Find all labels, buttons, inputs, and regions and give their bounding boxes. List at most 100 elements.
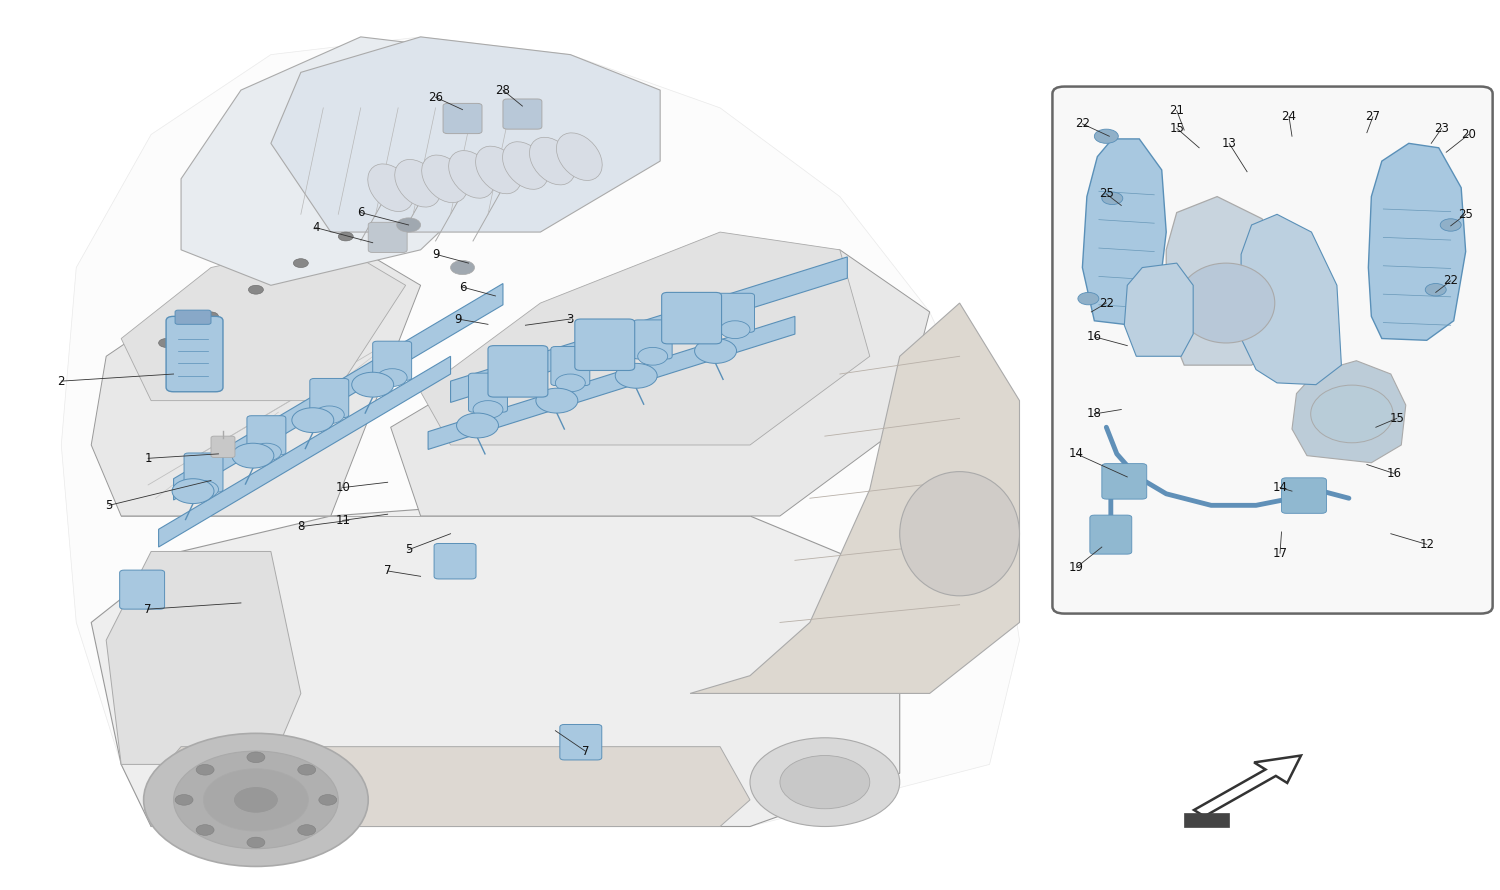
- Text: 4: 4: [312, 221, 320, 234]
- FancyBboxPatch shape: [468, 373, 507, 412]
- Text: 28: 28: [495, 84, 510, 97]
- Text: 2: 2: [57, 375, 64, 388]
- Text: 27: 27: [1365, 110, 1380, 123]
- Polygon shape: [182, 36, 570, 286]
- Text: 12: 12: [1419, 538, 1434, 551]
- Text: 1: 1: [144, 452, 152, 465]
- Text: 14: 14: [1070, 448, 1084, 460]
- FancyBboxPatch shape: [442, 103, 482, 134]
- Text: 14: 14: [1272, 481, 1287, 494]
- Polygon shape: [122, 241, 405, 400]
- Text: 10: 10: [336, 481, 350, 494]
- FancyBboxPatch shape: [372, 341, 411, 380]
- Text: 24: 24: [1281, 110, 1296, 123]
- Polygon shape: [1368, 143, 1466, 340]
- Circle shape: [396, 218, 420, 232]
- Text: 8: 8: [297, 520, 304, 533]
- Polygon shape: [152, 747, 750, 827]
- Circle shape: [1425, 284, 1446, 296]
- Circle shape: [204, 769, 309, 831]
- Ellipse shape: [1178, 263, 1275, 343]
- Text: 7: 7: [144, 603, 152, 616]
- FancyBboxPatch shape: [310, 378, 348, 417]
- Circle shape: [176, 795, 194, 805]
- FancyBboxPatch shape: [503, 99, 542, 129]
- Circle shape: [204, 312, 219, 320]
- Circle shape: [472, 400, 502, 418]
- Polygon shape: [1292, 360, 1406, 463]
- Circle shape: [159, 338, 174, 347]
- Circle shape: [638, 347, 668, 365]
- Polygon shape: [427, 316, 795, 449]
- FancyBboxPatch shape: [166, 316, 224, 392]
- Text: 5: 5: [105, 498, 112, 512]
- Ellipse shape: [900, 472, 1020, 595]
- Circle shape: [450, 261, 474, 275]
- Polygon shape: [1083, 139, 1166, 325]
- FancyBboxPatch shape: [1053, 86, 1492, 613]
- Ellipse shape: [476, 146, 522, 194]
- Circle shape: [750, 738, 900, 827]
- Text: 20: 20: [1461, 128, 1476, 141]
- Text: 17: 17: [1272, 546, 1287, 560]
- Circle shape: [248, 752, 266, 763]
- Circle shape: [252, 443, 282, 461]
- Circle shape: [376, 368, 406, 386]
- Text: 25: 25: [1100, 188, 1114, 200]
- Ellipse shape: [556, 133, 602, 181]
- Circle shape: [694, 338, 736, 363]
- Circle shape: [232, 443, 274, 468]
- Polygon shape: [159, 356, 450, 547]
- Circle shape: [1102, 192, 1124, 205]
- Text: 22: 22: [1100, 296, 1114, 310]
- FancyBboxPatch shape: [1102, 464, 1148, 499]
- FancyBboxPatch shape: [560, 724, 602, 760]
- FancyBboxPatch shape: [1184, 813, 1228, 827]
- FancyBboxPatch shape: [433, 544, 476, 579]
- Circle shape: [292, 408, 334, 433]
- Polygon shape: [1166, 197, 1286, 365]
- Text: 19: 19: [1070, 561, 1084, 574]
- Polygon shape: [420, 232, 870, 445]
- Circle shape: [196, 825, 214, 836]
- FancyBboxPatch shape: [248, 416, 286, 455]
- Circle shape: [298, 825, 315, 836]
- Circle shape: [780, 756, 870, 809]
- Text: 16: 16: [1386, 467, 1401, 480]
- Text: 5: 5: [405, 543, 412, 556]
- Ellipse shape: [503, 142, 549, 190]
- Circle shape: [1440, 219, 1461, 231]
- Text: 26: 26: [427, 91, 442, 104]
- FancyBboxPatch shape: [1090, 515, 1132, 554]
- Circle shape: [172, 479, 214, 504]
- Circle shape: [234, 787, 279, 813]
- Circle shape: [536, 388, 578, 413]
- FancyBboxPatch shape: [120, 570, 165, 609]
- Circle shape: [248, 837, 266, 848]
- Ellipse shape: [394, 159, 441, 207]
- Circle shape: [189, 481, 219, 498]
- Text: 3: 3: [567, 312, 574, 326]
- Polygon shape: [272, 36, 660, 232]
- Polygon shape: [106, 552, 302, 765]
- Text: 6: 6: [357, 206, 364, 219]
- Polygon shape: [1125, 263, 1192, 356]
- Circle shape: [144, 733, 368, 867]
- Circle shape: [315, 406, 345, 424]
- Circle shape: [196, 765, 214, 775]
- Text: 13: 13: [1221, 137, 1236, 150]
- Ellipse shape: [448, 150, 495, 198]
- FancyBboxPatch shape: [1281, 478, 1326, 514]
- FancyBboxPatch shape: [574, 319, 634, 370]
- Text: 11: 11: [336, 514, 351, 527]
- Polygon shape: [450, 257, 848, 402]
- Text: 25: 25: [1458, 208, 1473, 221]
- FancyBboxPatch shape: [184, 453, 224, 492]
- FancyBboxPatch shape: [550, 346, 590, 385]
- Polygon shape: [92, 250, 420, 516]
- FancyBboxPatch shape: [211, 436, 236, 457]
- Text: 7: 7: [582, 745, 590, 757]
- Text: 22: 22: [1443, 274, 1458, 287]
- FancyArrow shape: [1194, 756, 1300, 816]
- FancyBboxPatch shape: [368, 222, 407, 253]
